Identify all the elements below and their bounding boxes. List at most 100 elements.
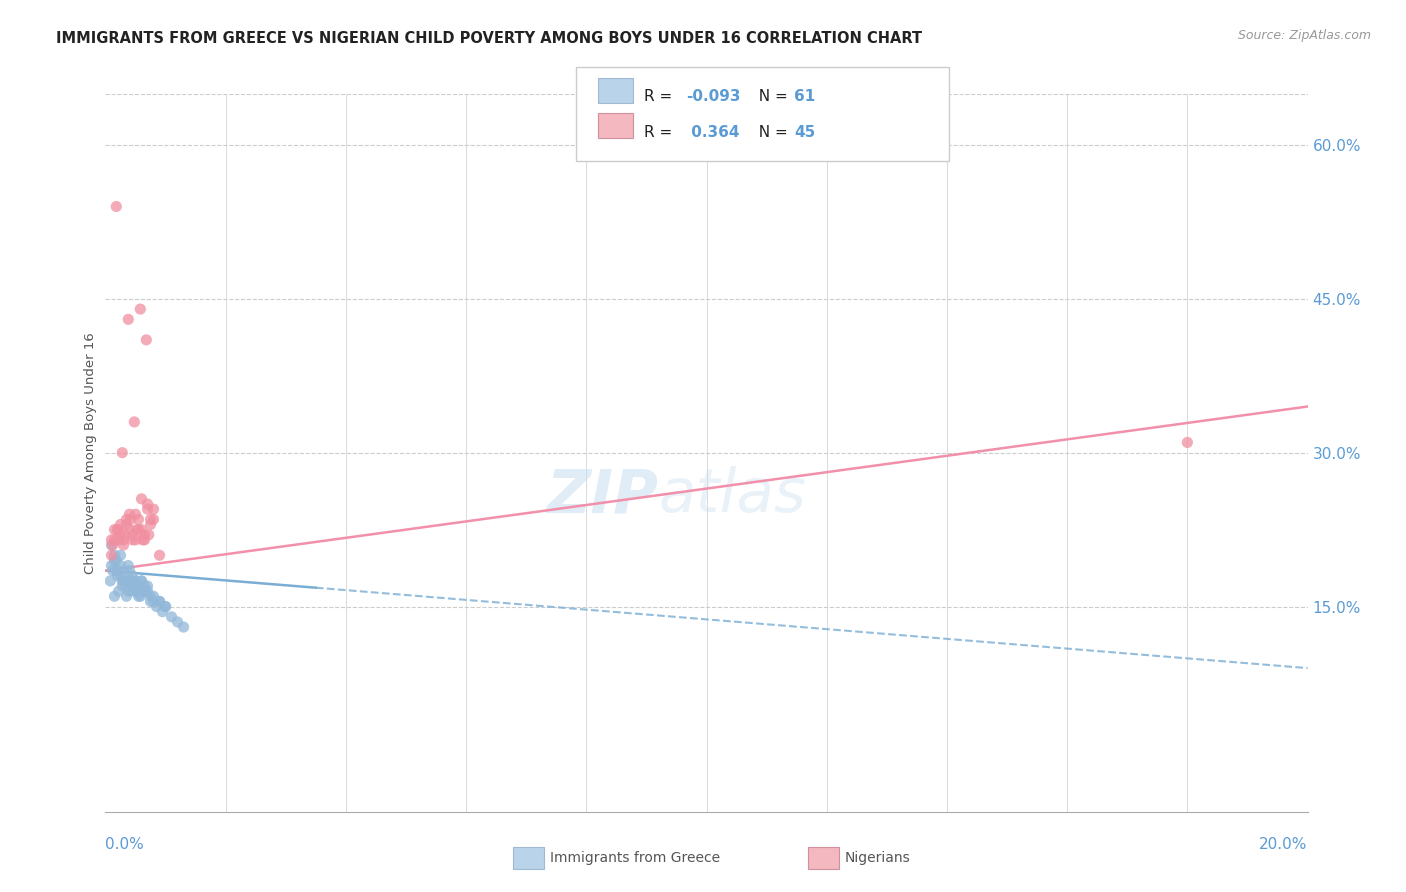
Point: [100, 533, 122, 547]
Point: [105, 553, 128, 567]
Point: [142, 590, 165, 604]
Point: [128, 512, 150, 526]
Point: [128, 579, 150, 593]
Point: [118, 523, 141, 537]
Point: [127, 584, 149, 599]
Point: [142, 502, 165, 516]
Point: [134, 584, 156, 599]
Point: [148, 548, 170, 563]
Point: [114, 574, 136, 588]
Point: [142, 512, 165, 526]
Point: [173, 620, 195, 634]
Text: 45: 45: [794, 125, 815, 140]
Text: R =: R =: [644, 125, 678, 140]
Point: [139, 517, 162, 532]
Point: [100, 548, 122, 563]
Text: 0.0%: 0.0%: [105, 838, 145, 853]
Point: [111, 574, 134, 588]
Point: [103, 533, 125, 547]
Point: [110, 528, 132, 542]
Point: [120, 584, 142, 599]
Point: [110, 517, 132, 532]
Point: [128, 523, 150, 537]
Point: [148, 594, 170, 608]
Point: [124, 579, 146, 593]
Point: [124, 415, 146, 429]
Point: [101, 564, 124, 578]
Text: 61: 61: [794, 89, 815, 104]
Point: [139, 590, 162, 604]
Text: 0.364: 0.364: [686, 125, 740, 140]
Point: [100, 558, 122, 573]
Point: [136, 584, 159, 599]
Point: [134, 584, 156, 599]
Point: [148, 594, 170, 608]
Text: IMMIGRANTS FROM GREECE VS NIGERIAN CHILD POVERTY AMONG BOYS UNDER 16 CORRELATION: IMMIGRANTS FROM GREECE VS NIGERIAN CHILD…: [56, 31, 922, 46]
Point: [138, 528, 160, 542]
Point: [110, 558, 132, 573]
Point: [111, 446, 134, 460]
Point: [166, 615, 188, 629]
Point: [128, 579, 150, 593]
Point: [121, 533, 143, 547]
Text: atlas: atlas: [658, 467, 806, 525]
Point: [110, 569, 132, 583]
Point: [131, 491, 153, 506]
Point: [129, 590, 152, 604]
Point: [118, 507, 141, 521]
Point: [115, 512, 138, 526]
Text: -0.093: -0.093: [686, 89, 741, 104]
Point: [105, 200, 128, 214]
Point: [112, 533, 135, 547]
Text: Source: ZipAtlas.com: Source: ZipAtlas.com: [1237, 29, 1371, 42]
Point: [139, 594, 162, 608]
Point: [112, 538, 135, 552]
Point: [124, 574, 146, 588]
Point: [152, 605, 174, 619]
Text: R =: R =: [644, 89, 678, 104]
Point: [103, 590, 125, 604]
Point: [118, 564, 141, 578]
Y-axis label: Child Poverty Among Boys Under 16: Child Poverty Among Boys Under 16: [84, 332, 97, 574]
Point: [115, 517, 138, 532]
Point: [117, 558, 139, 573]
Text: Nigerians: Nigerians: [845, 851, 911, 865]
Point: [134, 533, 156, 547]
Point: [136, 579, 159, 593]
Point: [103, 523, 125, 537]
Point: [112, 574, 135, 588]
Point: [111, 579, 134, 593]
Point: [115, 590, 138, 604]
Point: [131, 574, 153, 588]
Point: [100, 538, 122, 552]
Point: [120, 512, 142, 526]
Point: [110, 548, 132, 563]
Point: [107, 523, 129, 537]
Point: [131, 523, 153, 537]
Point: [121, 579, 143, 593]
Point: [134, 579, 156, 593]
Point: [103, 553, 125, 567]
Point: [115, 579, 138, 593]
Point: [118, 574, 141, 588]
Point: [132, 584, 155, 599]
Point: [117, 312, 139, 326]
Point: [121, 574, 143, 588]
Point: [107, 523, 129, 537]
Text: ZIP: ZIP: [547, 467, 658, 525]
Point: [98, 574, 121, 588]
Point: [139, 512, 162, 526]
Point: [107, 569, 129, 583]
Point: [128, 590, 150, 604]
Point: [124, 579, 146, 593]
Point: [136, 502, 159, 516]
Point: [135, 333, 157, 347]
Point: [134, 528, 156, 542]
Point: [105, 564, 128, 578]
Point: [124, 533, 146, 547]
Point: [107, 584, 129, 599]
Text: N =: N =: [749, 125, 793, 140]
Point: [142, 594, 165, 608]
Point: [121, 528, 143, 542]
Point: [160, 610, 183, 624]
